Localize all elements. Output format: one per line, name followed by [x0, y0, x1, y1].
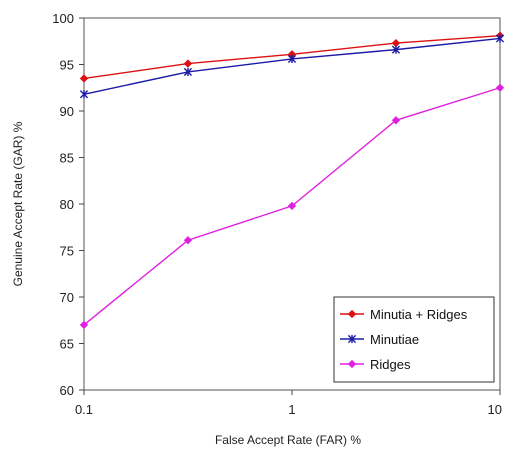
- x-tick-label: 1: [288, 402, 295, 417]
- data-point-series-1: [183, 59, 193, 68]
- y-tick-label: 60: [60, 383, 74, 398]
- data-point-series-2: [391, 45, 401, 54]
- legend: Minutia + Ridges Minutiae Ridges: [333, 296, 495, 383]
- data-point-series-3: [183, 236, 193, 245]
- legend-label: Minutiae: [370, 332, 419, 347]
- data-point-series-3: [391, 116, 401, 125]
- y-tick-label: 65: [60, 337, 74, 352]
- y-axis-title: Genuine Accept Rate (GAR) %: [11, 121, 25, 286]
- legend-marker: [347, 309, 357, 319]
- y-tick-label: 100: [52, 11, 74, 26]
- data-point-series-3: [287, 201, 297, 211]
- data-point-series-3: [495, 83, 505, 92]
- legend-label: Ridges: [370, 357, 411, 372]
- x-axis-title: False Accept Rate (FAR) %: [215, 433, 361, 447]
- y-tick-label: 70: [60, 290, 74, 305]
- data-point-series-2: [183, 67, 193, 77]
- data-point-series-3: [79, 320, 89, 330]
- y-tick-label: 80: [60, 197, 74, 212]
- legend-marker: [347, 359, 357, 369]
- legend-label: Minutia + Ridges: [370, 307, 468, 322]
- data-point-series-1: [79, 74, 89, 83]
- y-tick-label: 75: [60, 244, 74, 259]
- y-tick-label: 90: [60, 104, 74, 119]
- y-tick-label: 95: [60, 58, 74, 73]
- data-point-series-2: [287, 54, 297, 64]
- y-tick-label: 85: [60, 151, 74, 166]
- data-point-series-2: [495, 34, 505, 43]
- x-tick-label: 10: [488, 402, 502, 417]
- legend-marker: [347, 334, 357, 344]
- x-tick-label: 0.1: [75, 402, 93, 417]
- data-point-series-2: [79, 90, 89, 99]
